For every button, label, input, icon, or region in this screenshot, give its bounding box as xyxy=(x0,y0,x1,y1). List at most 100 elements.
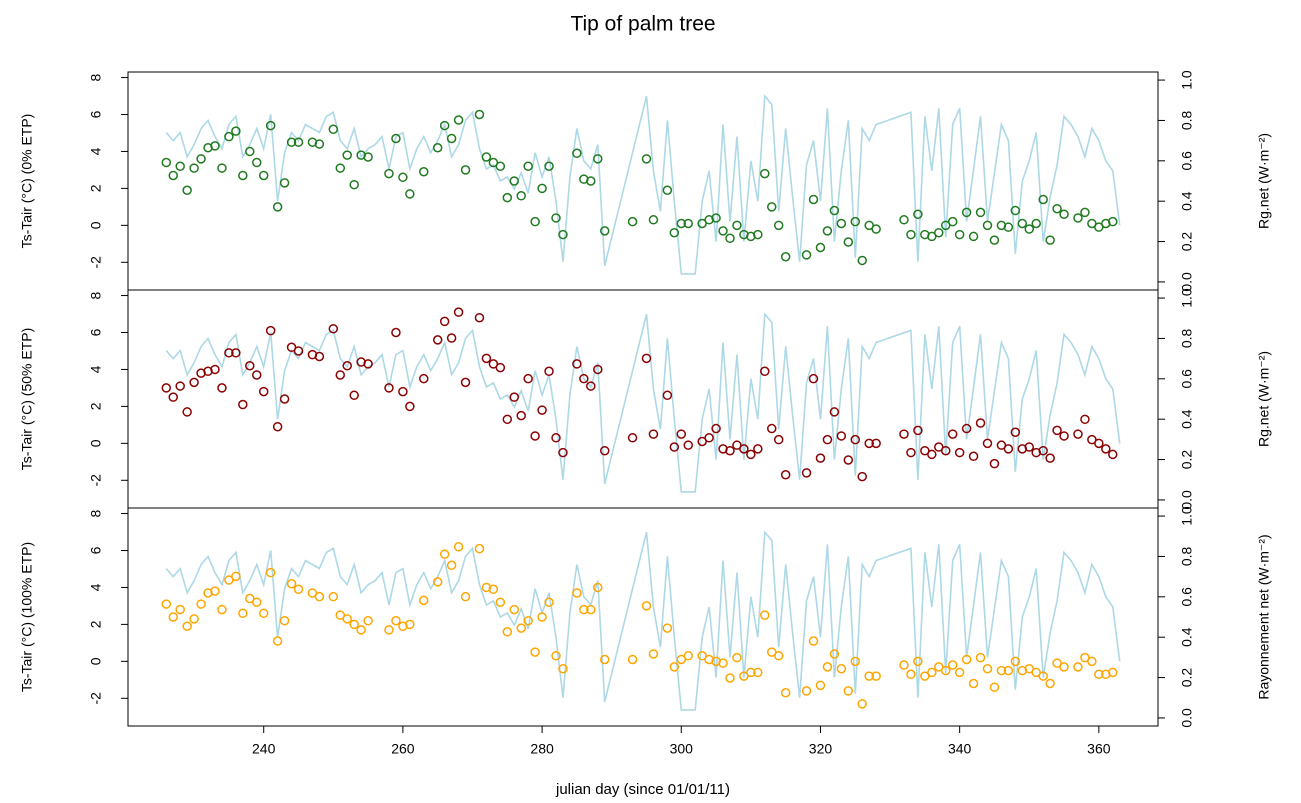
point xyxy=(669,662,680,672)
point xyxy=(572,588,582,598)
y-tick-label: 4 xyxy=(88,365,104,373)
y-tick-label: 6 xyxy=(88,328,104,336)
point xyxy=(954,667,965,678)
plot-frame xyxy=(127,289,1159,509)
x-tick-label: 320 xyxy=(809,741,833,757)
point xyxy=(189,377,199,388)
point xyxy=(286,578,297,589)
point xyxy=(822,662,833,672)
point xyxy=(641,154,652,164)
point xyxy=(773,434,784,445)
point xyxy=(537,405,547,415)
point xyxy=(516,191,526,201)
point xyxy=(516,410,526,421)
point xyxy=(286,137,297,147)
point xyxy=(599,226,610,236)
point xyxy=(231,348,241,358)
point xyxy=(822,226,833,236)
point xyxy=(822,434,833,445)
point xyxy=(265,567,276,578)
point xyxy=(593,364,603,375)
point xyxy=(627,216,638,227)
point xyxy=(516,623,526,633)
point xyxy=(182,185,192,195)
point xyxy=(419,167,429,177)
point xyxy=(1038,671,1048,681)
point xyxy=(982,220,993,231)
point xyxy=(168,612,178,622)
point xyxy=(384,625,394,635)
point xyxy=(398,172,408,183)
point xyxy=(940,445,951,456)
point xyxy=(934,227,944,238)
y-tick-label: 0 xyxy=(88,439,104,447)
y2-tick-label: 0.0 xyxy=(1179,708,1195,728)
point xyxy=(683,440,693,450)
point xyxy=(446,333,457,343)
point xyxy=(238,399,248,410)
point xyxy=(627,433,638,443)
y2-tick-label: 0.0 xyxy=(1179,272,1195,292)
point xyxy=(328,324,339,334)
point xyxy=(954,229,965,240)
y2-tick-label: 0.4 xyxy=(1179,191,1195,211)
point xyxy=(258,386,269,397)
point xyxy=(641,601,652,611)
point xyxy=(1003,665,1014,676)
y-tick-label: 0 xyxy=(88,221,104,229)
point xyxy=(864,671,874,681)
point xyxy=(1073,429,1083,439)
point xyxy=(558,447,568,458)
point xyxy=(982,663,993,674)
point xyxy=(843,455,854,465)
point xyxy=(446,133,457,144)
point xyxy=(899,429,909,439)
point xyxy=(474,543,485,554)
x-tick-label: 360 xyxy=(1087,741,1111,757)
point xyxy=(961,207,972,218)
point xyxy=(760,366,770,377)
point xyxy=(599,445,610,456)
point xyxy=(982,438,993,449)
x-axis-label: julian day (since 01/01/11) xyxy=(555,781,730,798)
point xyxy=(850,216,861,227)
point xyxy=(808,373,819,384)
point xyxy=(189,614,199,624)
point xyxy=(780,251,791,262)
point xyxy=(968,451,979,462)
point xyxy=(419,595,429,606)
point xyxy=(850,656,861,667)
point xyxy=(767,423,777,434)
point xyxy=(572,359,582,369)
point xyxy=(857,471,867,482)
point xyxy=(432,577,443,587)
point xyxy=(342,614,352,624)
y2-tick-label: 0.2 xyxy=(1179,450,1195,470)
point xyxy=(224,348,234,358)
point xyxy=(927,667,937,678)
point xyxy=(231,571,241,582)
point xyxy=(1059,209,1069,220)
point xyxy=(746,667,756,678)
y2-tick-label: 0.4 xyxy=(1179,627,1195,647)
point xyxy=(968,231,979,242)
point xyxy=(558,663,568,674)
point xyxy=(760,168,770,179)
point xyxy=(439,549,450,559)
point xyxy=(453,115,464,125)
point xyxy=(975,418,986,428)
point xyxy=(773,220,784,231)
point xyxy=(265,325,276,336)
point xyxy=(314,139,325,149)
point xyxy=(238,170,248,181)
point xyxy=(495,362,506,373)
point xyxy=(641,353,652,364)
point xyxy=(586,381,596,391)
point xyxy=(161,157,172,168)
point xyxy=(544,161,554,171)
point xyxy=(1059,431,1069,441)
point xyxy=(439,316,450,327)
y-tick-label: 8 xyxy=(88,291,104,299)
point xyxy=(579,373,589,384)
point xyxy=(1059,662,1069,672)
